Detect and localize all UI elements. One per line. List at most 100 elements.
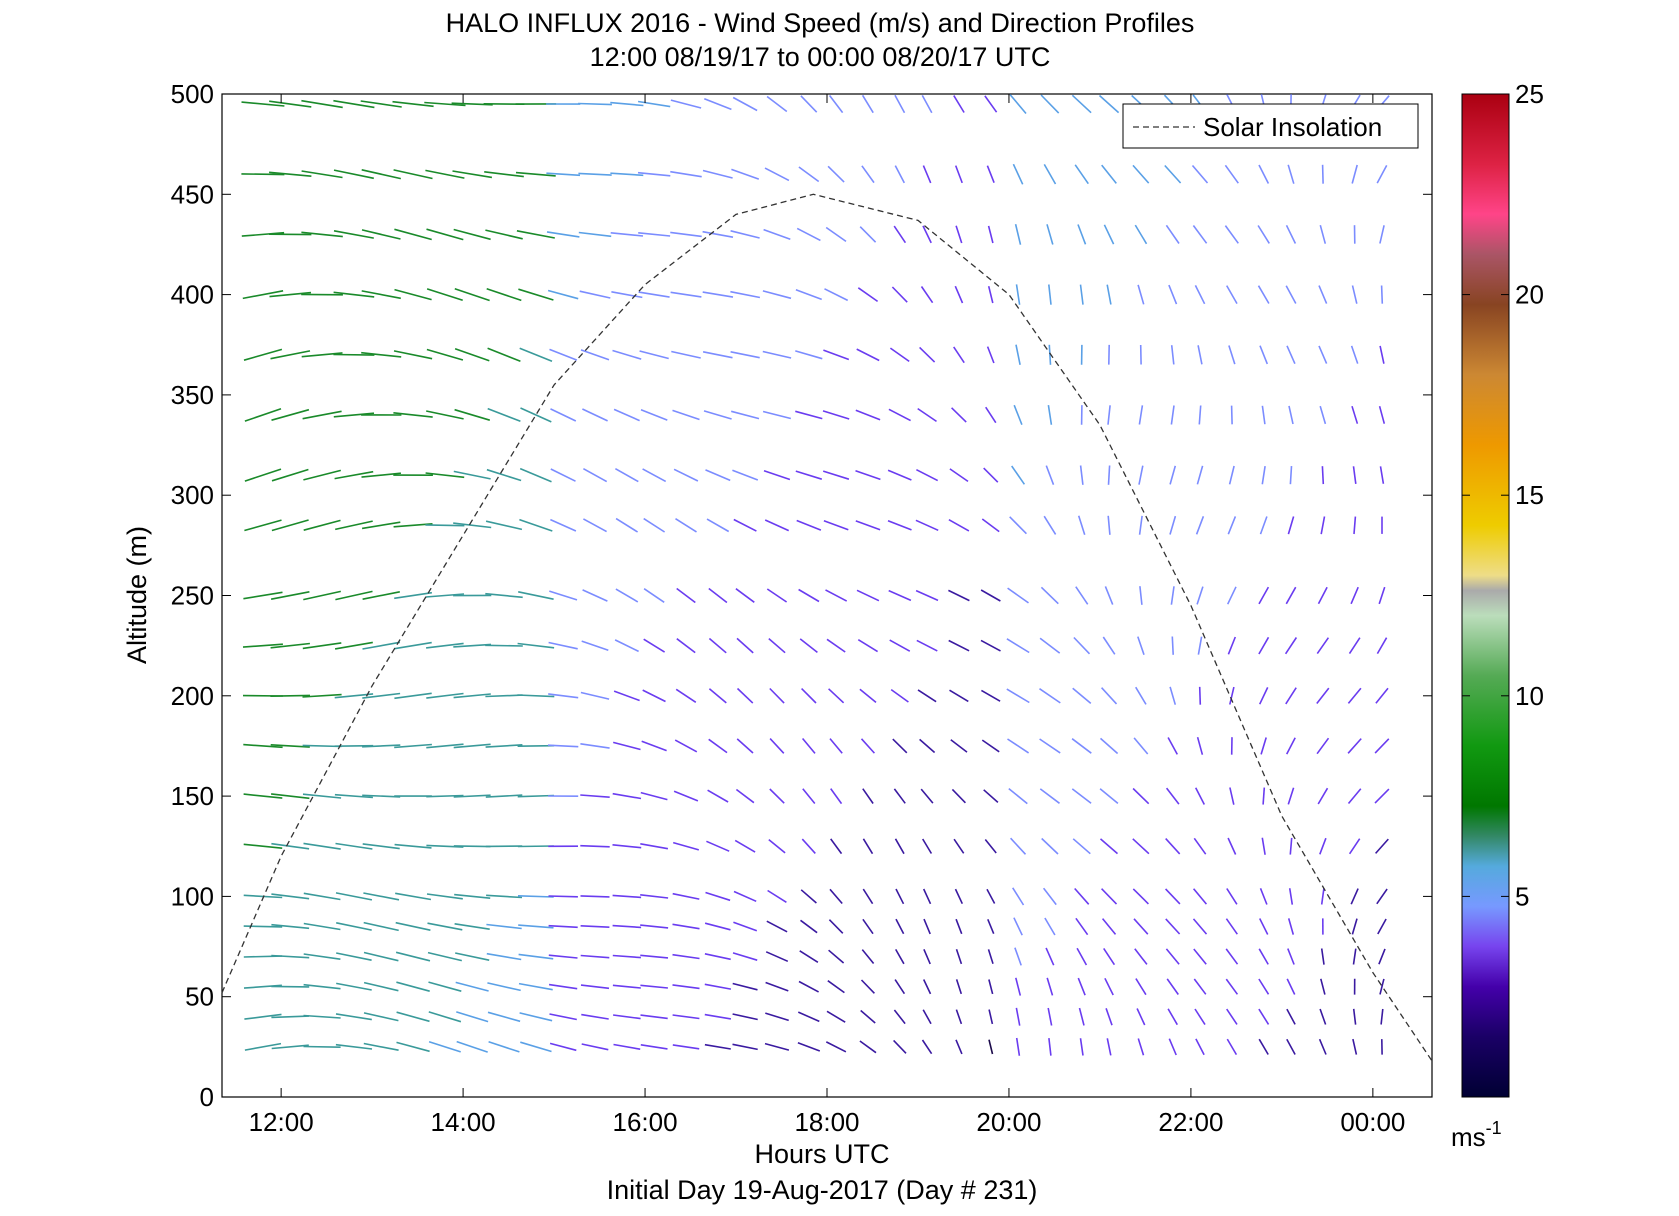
wind-vector [363, 892, 400, 901]
wind-vector [1046, 977, 1054, 996]
wind-vector [1374, 788, 1390, 804]
wind-vector [828, 919, 844, 934]
wind-vector [1170, 345, 1175, 365]
wind-vector [730, 351, 760, 359]
wind-vector [392, 100, 434, 108]
wind-vector [271, 1015, 310, 1019]
wind-vector [517, 845, 554, 848]
wind-vector [244, 1042, 282, 1051]
wind-vector [396, 1011, 430, 1023]
wind-vector [800, 919, 818, 934]
wind-vector [769, 687, 785, 704]
wind-vector [893, 225, 907, 244]
wind-vector [333, 353, 375, 356]
wind-vector [1350, 345, 1359, 364]
wind-vector [1135, 978, 1147, 996]
wind-vector [767, 889, 787, 903]
wind-vector [1226, 1038, 1238, 1056]
wind-vector [362, 794, 401, 798]
wind-vector [672, 841, 700, 851]
wind-vector [1352, 1008, 1357, 1025]
wind-vector [1079, 284, 1084, 305]
y-tick-label: 250 [171, 581, 214, 611]
wind-vector [271, 468, 309, 482]
wind-vector [1287, 918, 1295, 935]
wind-vector [363, 981, 399, 992]
wind-vector [1071, 788, 1092, 804]
wind-vector [271, 408, 310, 421]
wind-vector [1137, 636, 1145, 655]
wind-vector [922, 838, 933, 854]
wind-vector [801, 737, 816, 754]
wind-vector [822, 410, 850, 420]
wind-vector [303, 590, 341, 601]
wind-vector [1318, 285, 1328, 304]
wind-vector [1226, 888, 1238, 905]
wind-vector [800, 889, 817, 904]
x-tick-label: 16:00 [613, 1107, 678, 1137]
wind-vector [612, 924, 642, 929]
wind-vector [394, 692, 432, 700]
wind-vector [1320, 516, 1326, 535]
wind-vector [582, 589, 608, 602]
wind-vector [798, 166, 820, 183]
wind-vector [579, 290, 611, 299]
wind-vector [797, 1011, 820, 1023]
wind-vector [271, 793, 310, 800]
wind-vector [486, 288, 522, 302]
wind-vector [456, 1040, 488, 1053]
wind-vector [672, 984, 700, 990]
wind-vector [271, 1044, 309, 1050]
wind-vector [889, 347, 910, 363]
wind-vector [768, 838, 786, 854]
wind-vector [861, 94, 874, 114]
wind-vector [578, 102, 612, 106]
wind-vector [762, 350, 792, 359]
wind-vector [1193, 948, 1207, 965]
wind-vector [797, 1041, 821, 1052]
wind-vector [861, 949, 875, 965]
wind-vector [549, 1013, 577, 1021]
y-tick-label: 200 [171, 681, 214, 711]
wind-vector [302, 410, 342, 420]
wind-vector [860, 738, 875, 754]
wind-vector [855, 470, 881, 481]
wind-vector [1105, 1008, 1113, 1026]
wind-vector [1074, 887, 1090, 905]
wind-vector [1258, 1008, 1270, 1025]
wind-vector [798, 980, 819, 993]
wind-vector [363, 1042, 399, 1051]
plot-area: 0 50 100 150 200 250 300 350 400 450 500 12:00 14:0… [171, 79, 1433, 1137]
wind-vector [454, 893, 491, 899]
wind-vector [453, 693, 491, 699]
wind-vector [243, 925, 283, 928]
wind-vector [243, 591, 283, 600]
wind-vector [948, 519, 970, 532]
wind-vector [1226, 285, 1238, 304]
colorbar-ticks: 5 10 15 20 25 [1462, 79, 1544, 911]
wind-vector [615, 468, 639, 483]
wind-vector [1193, 978, 1207, 995]
wind-vector [244, 468, 282, 482]
wind-vector [1194, 285, 1206, 305]
wind-vector [335, 842, 373, 850]
wind-vector [734, 839, 756, 853]
chart-subtitle: 12:00 08/19/17 to 00:00 08/20/17 UTC [590, 42, 1051, 72]
wind-vector [766, 920, 788, 933]
wind-vector [546, 231, 580, 238]
wind-vector [795, 350, 823, 360]
wind-vector [363, 921, 399, 932]
wind-vector [519, 347, 553, 363]
wind-vector [362, 744, 401, 748]
wind-vector [983, 789, 999, 803]
wind-vector [951, 407, 967, 423]
wind-vector [612, 349, 642, 360]
y-tick-label: 350 [171, 380, 214, 410]
wind-vector [822, 470, 850, 480]
y-tick-label: 100 [171, 881, 214, 911]
wind-vector [1012, 887, 1025, 906]
wind-vector [955, 225, 963, 244]
wind-vector [860, 1009, 876, 1024]
wind-vector [735, 588, 755, 603]
wind-vector [894, 94, 906, 114]
